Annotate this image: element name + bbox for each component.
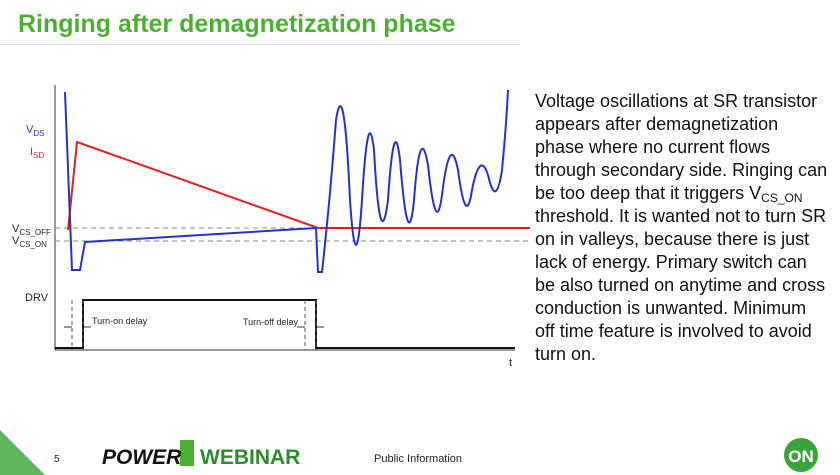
subscript: CS_ON <box>761 191 803 205</box>
t-axis-label: t <box>509 357 512 369</box>
corner-shape <box>0 430 45 475</box>
vds-label: VDS <box>26 124 44 138</box>
on-logo <box>784 438 818 472</box>
classification: Public Information <box>374 453 463 465</box>
logo-bulb <box>180 440 194 466</box>
isd-wave <box>67 140 530 231</box>
vds-wave <box>64 89 509 273</box>
page-number: 5 <box>54 454 60 465</box>
title-rule <box>0 44 520 45</box>
drv-wave <box>55 299 515 349</box>
brand-right: WEBINAR <box>200 446 301 469</box>
text: threshold. It is wanted not to turn SR o… <box>535 206 827 364</box>
drv-label: DRV <box>25 292 49 304</box>
on-logo-text: ON <box>788 447 814 466</box>
text: Voltage oscillations at SR transistor ap… <box>535 91 828 203</box>
brand-left: POWER <box>102 446 182 469</box>
waveform-diagram: VDS ISD VCS_OFF VCS_ON DRV t Turn-on del… <box>12 85 530 369</box>
isd-label: ISD <box>30 146 44 160</box>
turn-off-delay: Turn-off delay <box>243 317 299 327</box>
vcs-off-label: VCS_OFF <box>12 223 51 237</box>
slide-title: Ringing after demagnetization phase <box>18 10 456 38</box>
body-text: Voltage oscillations at SR transistor ap… <box>535 90 830 366</box>
vcs-on-label: VCS_ON <box>12 235 47 249</box>
turn-on-delay: Turn-on delay <box>92 316 148 326</box>
